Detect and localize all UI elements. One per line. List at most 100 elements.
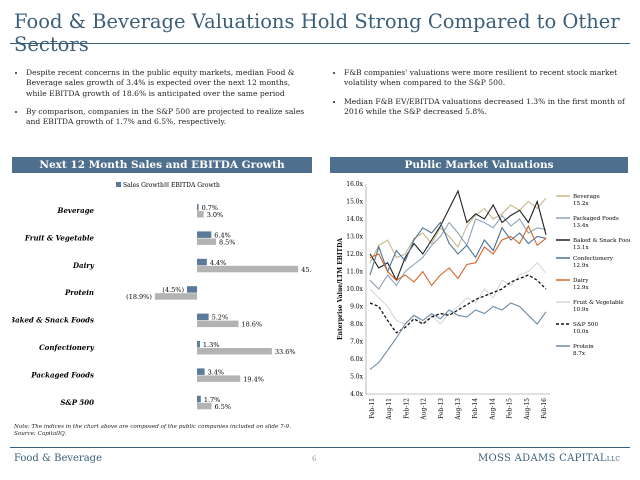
legend-series-name: Dairy — [573, 278, 589, 284]
series-line — [369, 221, 547, 276]
category-label: Baked & Snack Foods — [12, 316, 94, 325]
y-tick-label: 6.0x — [350, 356, 364, 363]
legend-label-ebitda: EBITDA Growth — [171, 182, 220, 189]
bar-group: Dairy 4.4% 45.4% — [72, 258, 312, 274]
valuation-line-chart: 4.0x 5.0x 6.0x 7.0x 8.0x 9.0x 10.0x 11.0x 12.0x 1… — [337, 181, 630, 421]
bar-group: Confectionery 1.3% 33.6% — [39, 341, 296, 356]
bullet-right-2: Median F&B EV/EBITDA valuations decrease… — [344, 97, 626, 118]
bullet-left-1: Despite recent concerns in the public eq… — [26, 68, 312, 99]
y-tick-label: 16.0x — [346, 181, 363, 188]
bullet-left-2: By comparison, companies in the S&P 500 … — [26, 107, 312, 128]
y-tick-label: 12.0x — [346, 251, 363, 258]
legend-series-name: Baked & Snack Foods — [573, 238, 630, 244]
legend-swatch-ebitda — [164, 182, 169, 187]
ebitda-growth-bar — [197, 320, 239, 328]
series-line — [369, 274, 547, 334]
y-tick-label: 5.0x — [350, 374, 364, 381]
sales-growth-bar — [197, 231, 212, 238]
sales-growth-bar — [187, 286, 198, 293]
category-label: Protein — [64, 288, 94, 297]
ebitda-growth-bar — [197, 402, 212, 410]
bar-group: Packaged Foods 3.4% 19.4% — [30, 368, 264, 383]
y-tick-label: 11.0x — [346, 269, 363, 276]
ebitda-growth-bar — [197, 211, 204, 218]
company-logo-text: MOSS ADAMS CAPITALLLC — [478, 453, 620, 464]
series-line — [369, 302, 547, 370]
bar-data-label: (18.9%) — [126, 293, 152, 301]
series-line — [369, 224, 547, 287]
footer-divider — [10, 447, 630, 448]
sales-growth-bar — [197, 368, 205, 375]
category-label: Confectionery — [39, 343, 95, 352]
x-tick-label: Feb-11 — [369, 398, 376, 419]
page-title: Food & Beverage Valuations Hold Strong C… — [14, 10, 620, 56]
bar-data-label: 1.3% — [203, 341, 220, 349]
legend-label-sales: Sales Growth — [123, 182, 164, 189]
bar-data-label: 33.6% — [275, 348, 296, 356]
x-tick-label: Feb-14 — [472, 398, 479, 419]
bar-group: Protein (4.5%) (18.9%) — [64, 286, 198, 301]
sales-growth-bar — [197, 204, 199, 211]
legend-series-value: 12.9x — [573, 285, 589, 291]
x-tick-label: Feb-12 — [403, 398, 410, 419]
ebitda-growth-bar — [197, 375, 241, 382]
bar-data-label: 4.4% — [210, 259, 227, 267]
bar-data-label: 45.4% — [301, 266, 312, 274]
legend-series-name: Fruit & Vegetable — [573, 300, 624, 306]
sales-growth-bar — [197, 258, 207, 266]
bar-data-label: 6.4% — [214, 231, 231, 239]
bar-data-label: (4.5%) — [162, 286, 184, 294]
bar-data-label: 8.5% — [219, 238, 236, 246]
bullet-right-1: F&B companies' valuations were more resi… — [344, 68, 626, 89]
y-tick-label: 4.0x — [350, 391, 364, 398]
bar-group: S&P 500 1.7%6.5% — [60, 395, 231, 411]
category-label: Beverage — [57, 206, 95, 215]
ebitda-growth-bar — [197, 238, 216, 245]
series-line — [369, 189, 547, 282]
y-tick-label: 13.0x — [346, 234, 363, 241]
bar-data-label: 5.2% — [212, 314, 229, 322]
legend-series-name: Protein — [573, 344, 594, 350]
growth-bar-chart: Sales Growth EBITDA Growth Beverage 0.7%3.0… — [12, 182, 312, 411]
bar-data-label: 19.4% — [243, 375, 264, 383]
bar-group: Fruit & Vegetable 6.4%8.5% — [24, 231, 236, 246]
y-tick-label: 8.0x — [350, 321, 364, 328]
legend-series-value: 12.9x — [573, 263, 589, 269]
x-tick-label: Feb-13 — [438, 398, 445, 419]
sales-ebitda-section-title: Next 12 Month Sales and EBITDA Growth — [12, 157, 312, 173]
category-label: Packaged Foods — [30, 370, 94, 379]
bullets-right: F&B companies' valuations were more resi… — [330, 68, 626, 125]
bar-data-label: 3.4% — [208, 368, 225, 376]
bar-data-label: 18.6% — [241, 321, 262, 329]
category-label: S&P 500 — [60, 398, 94, 407]
legend-swatch-sales — [116, 182, 121, 187]
title-divider — [10, 43, 630, 44]
legend-series-name: Beverage — [573, 194, 600, 200]
x-tick-label: Aug-14 — [489, 398, 496, 421]
legend-series-value: 15.2x — [573, 201, 589, 207]
sales-growth-bar — [197, 313, 209, 321]
category-label: Dairy — [72, 261, 95, 270]
valuations-section-title: Public Market Valuations — [330, 157, 628, 173]
company-name: MOSS ADAMS CAPITAL — [478, 453, 607, 464]
bar-data-label: 1.7% — [204, 396, 221, 404]
y-axis-title: Enterprise Value/LTM EBITDA — [337, 238, 344, 340]
ebitda-growth-bar — [197, 265, 299, 273]
bar-group: Baked & Snack Foods 5.2% 18.6% — [12, 313, 262, 329]
y-tick-label: 15.0x — [346, 199, 363, 206]
legend-series-value: 8.7x — [573, 351, 586, 357]
y-tick-label: 9.0x — [350, 304, 364, 311]
legend-series-value: 10.0x — [573, 329, 589, 335]
x-tick-label: Feb-15 — [507, 398, 514, 419]
footer-section-name: Food & Beverage — [14, 453, 102, 464]
bar-group: Beverage 0.7%3.0% — [57, 204, 223, 219]
legend-series-name: Packaged Foods — [573, 216, 619, 222]
ebitda-growth-bar — [154, 293, 198, 300]
